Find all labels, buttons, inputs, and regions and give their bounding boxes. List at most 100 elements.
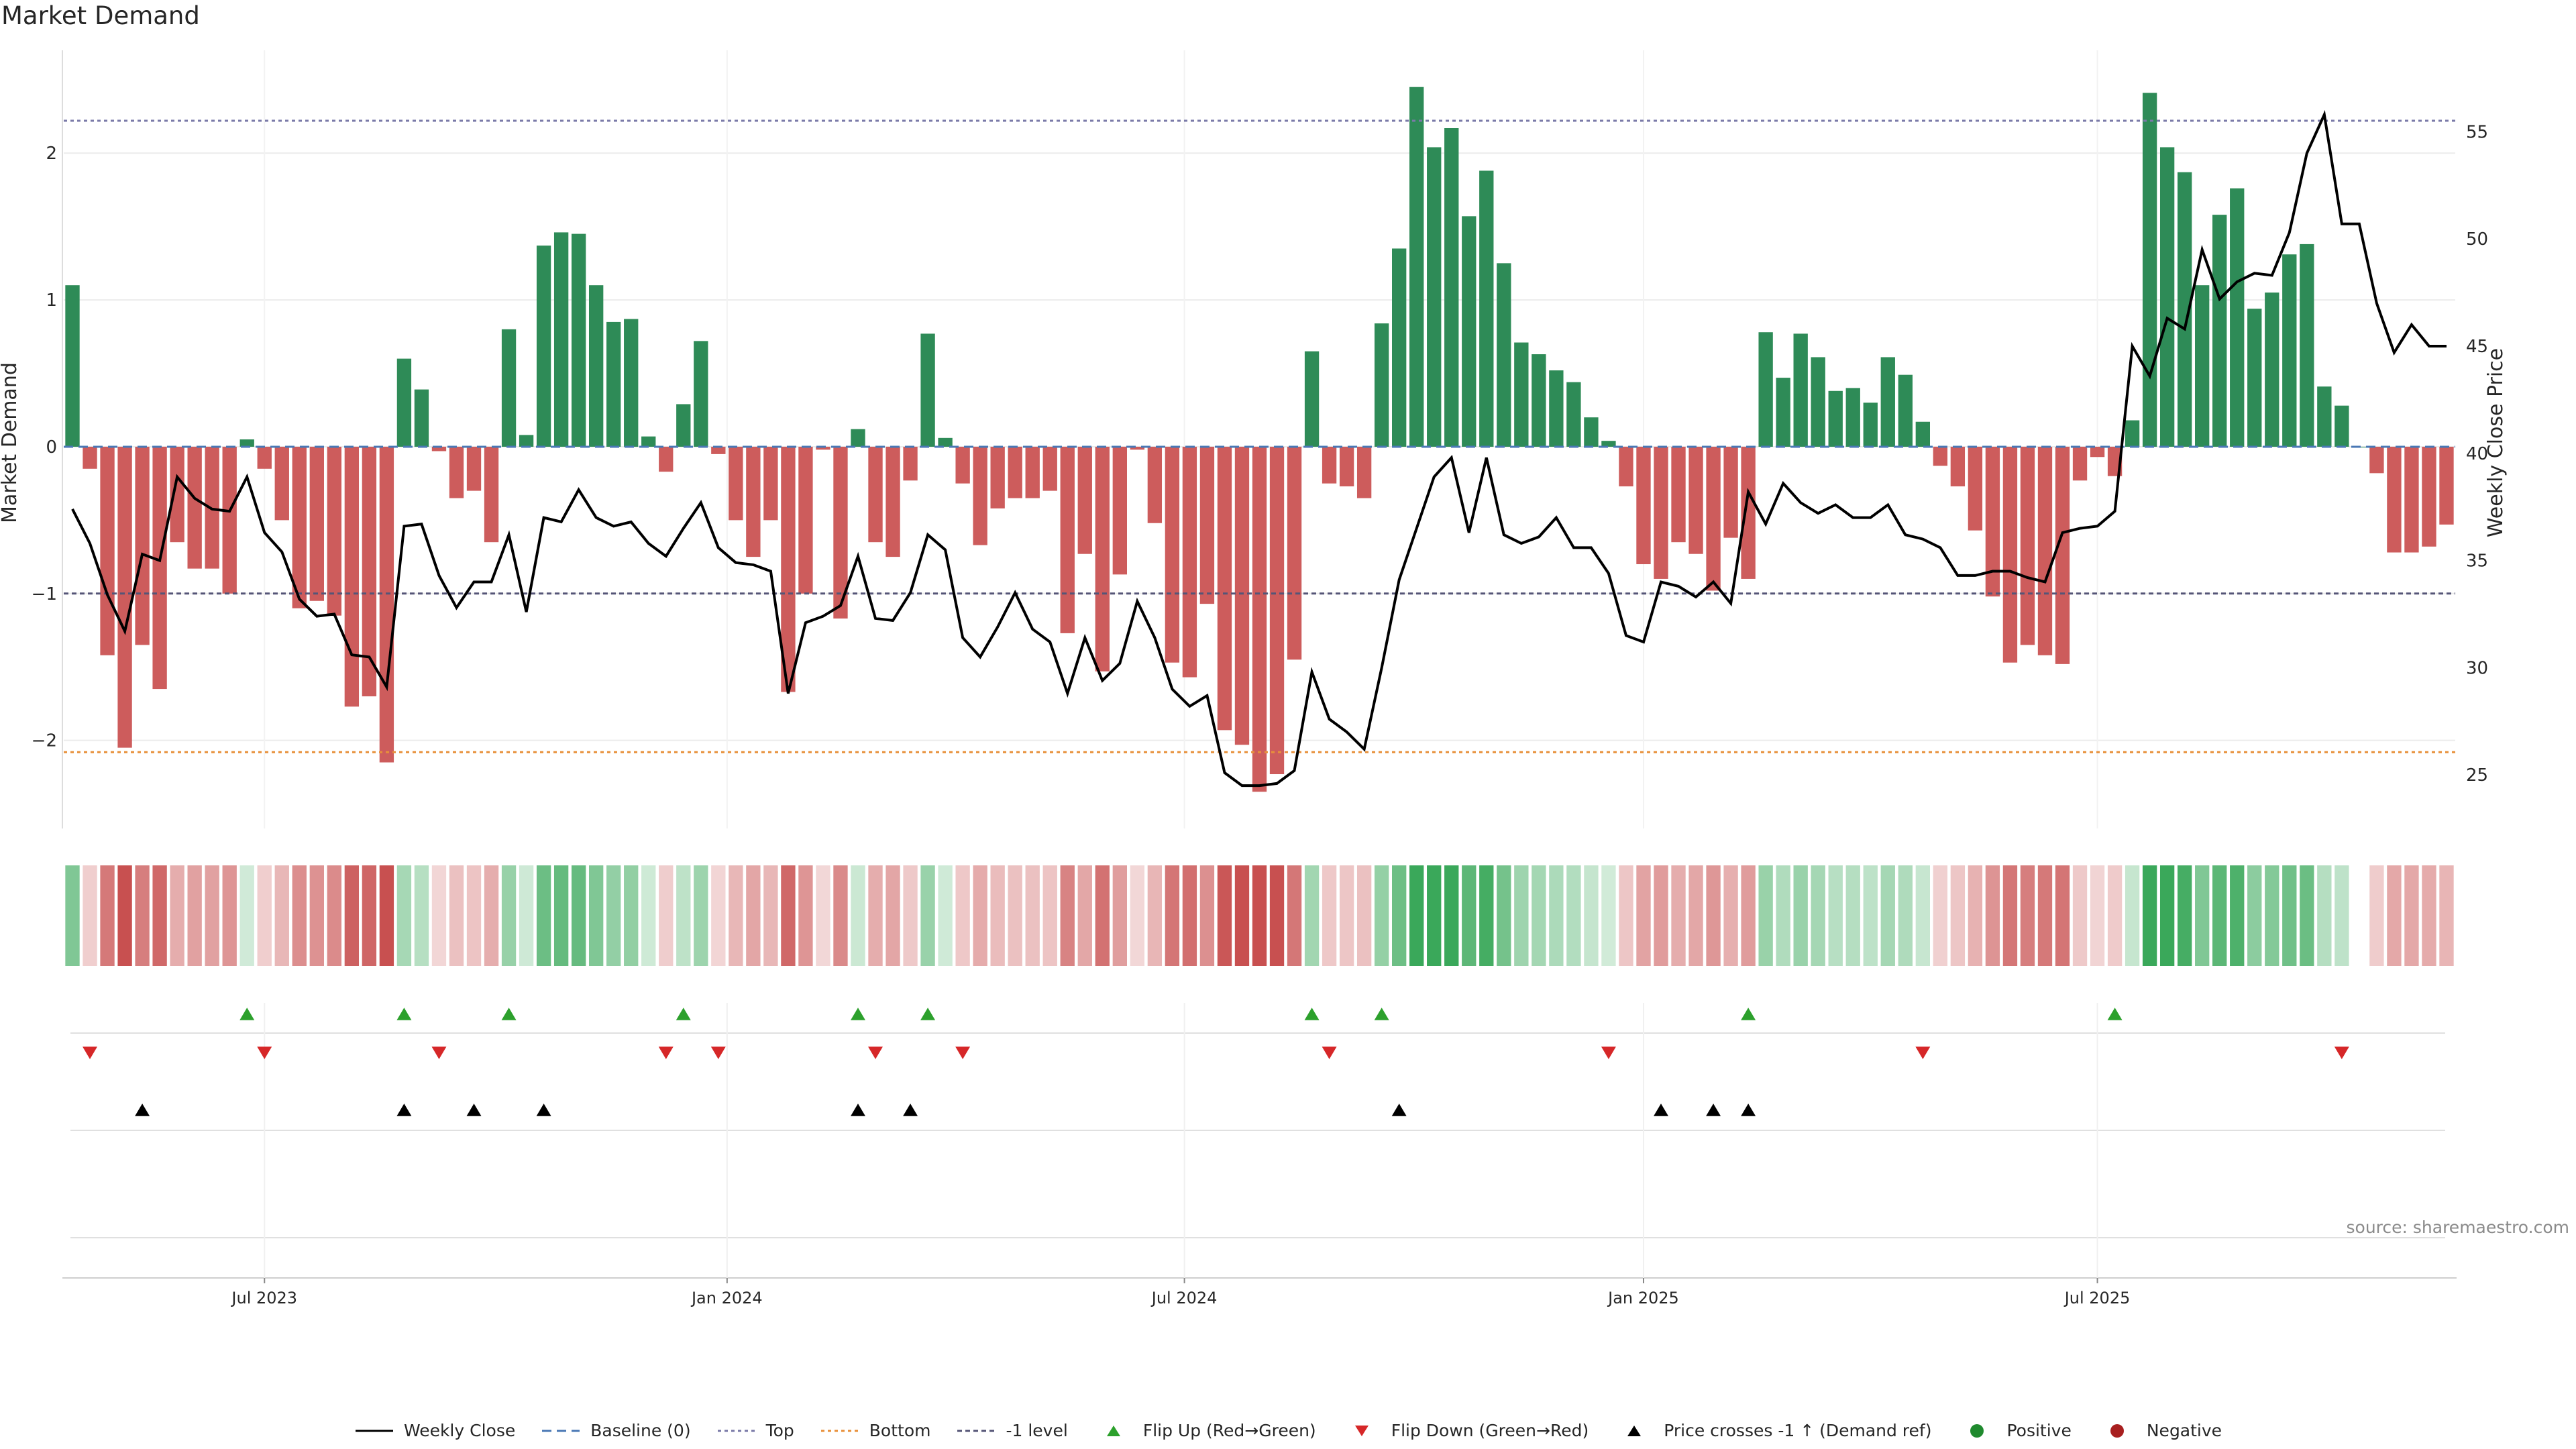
legend-item-minus1: -1 level bbox=[956, 1421, 1068, 1440]
demand-bar bbox=[1985, 446, 2000, 597]
demand-bar bbox=[1374, 323, 1389, 447]
heat-cell bbox=[1234, 865, 1250, 966]
heat-cell bbox=[1793, 865, 1808, 966]
demand-bar bbox=[1950, 446, 1966, 487]
y-tick-label: −1 bbox=[32, 584, 57, 604]
demand-bar bbox=[2072, 446, 2088, 481]
heat-cell bbox=[1758, 865, 1773, 966]
heat-cell bbox=[1915, 865, 1931, 966]
demand-bar bbox=[2334, 405, 2349, 447]
demand-bar bbox=[1706, 446, 1721, 591]
heat-cell bbox=[711, 865, 726, 966]
y-tick-label: 1 bbox=[46, 290, 57, 311]
heat-cell bbox=[833, 865, 848, 966]
demand-bar bbox=[2387, 446, 2402, 553]
heat-cell bbox=[1950, 865, 1966, 966]
demand-bar bbox=[571, 233, 586, 447]
demand-bar bbox=[763, 446, 778, 521]
legend-symbol-price bbox=[354, 1423, 394, 1439]
heat-cell bbox=[1130, 865, 1145, 966]
y-axis-label: Market Demand bbox=[0, 362, 21, 523]
heat-cell bbox=[798, 865, 813, 966]
demand-bar bbox=[2037, 446, 2053, 655]
heat-cell bbox=[1985, 865, 2000, 966]
flip-down-marker bbox=[83, 1046, 98, 1059]
legend-item-baseline: Baseline (0) bbox=[541, 1421, 691, 1440]
flip-down-marker bbox=[2334, 1046, 2349, 1059]
demand-bar bbox=[1112, 446, 1127, 575]
demand-bar bbox=[1130, 446, 1145, 450]
heat-cell bbox=[1077, 865, 1092, 966]
heat-cell bbox=[2422, 865, 2436, 966]
heat-cell bbox=[1199, 865, 1215, 966]
demand-bar bbox=[903, 446, 918, 481]
heat-cell bbox=[1776, 865, 1790, 966]
legend-symbol-cross bbox=[1614, 1423, 1654, 1439]
heat-cell bbox=[1863, 865, 1878, 966]
heat-cell bbox=[1671, 865, 1686, 966]
legend-symbol-minus1 bbox=[956, 1423, 996, 1439]
demand-bar bbox=[292, 446, 307, 608]
demand-bar bbox=[1776, 378, 1790, 447]
demand-bar bbox=[2230, 188, 2245, 447]
demand-bar bbox=[1008, 446, 1022, 498]
heat-cell bbox=[1811, 865, 1825, 966]
heat-cell bbox=[2265, 865, 2279, 966]
heat-cell bbox=[1165, 865, 1180, 966]
heat-cell bbox=[501, 865, 517, 966]
demand-bar bbox=[694, 341, 708, 447]
heat-cell bbox=[2300, 865, 2314, 966]
demand-bar bbox=[187, 446, 202, 569]
demand-bar bbox=[1584, 417, 1599, 447]
flip-up-marker bbox=[239, 1008, 255, 1020]
flip-up-marker bbox=[920, 1008, 936, 1020]
heat-cell bbox=[1427, 865, 1442, 966]
demand-bars bbox=[65, 87, 2454, 792]
demand-bar bbox=[536, 246, 551, 447]
demand-bar bbox=[1304, 351, 1320, 447]
price-cross-marker bbox=[396, 1104, 412, 1116]
demand-bar bbox=[1165, 446, 1180, 663]
heat-cell bbox=[65, 865, 80, 966]
heat-strip bbox=[65, 865, 2454, 966]
heat-cell bbox=[1933, 865, 1948, 966]
y2-axis-label: Weekly Close Price bbox=[2484, 348, 2508, 537]
demand-bar bbox=[1566, 382, 1581, 447]
heat-cell bbox=[274, 865, 289, 966]
demand-bar bbox=[1915, 421, 1931, 447]
legend-item-price: Weekly Close bbox=[354, 1421, 515, 1440]
demand-bar bbox=[1427, 147, 1442, 447]
reference-lines bbox=[64, 119, 2455, 753]
legend-symbol-flipup bbox=[1093, 1423, 1134, 1439]
heat-cell bbox=[1636, 865, 1651, 966]
heat-cell bbox=[920, 865, 935, 966]
heat-cell bbox=[1828, 865, 1843, 966]
demand-bar bbox=[1234, 446, 1250, 745]
demand-bar bbox=[816, 446, 830, 450]
legend-item-flipdown: Flip Down (Green→Red) bbox=[1342, 1421, 1589, 1440]
demand-bar bbox=[239, 439, 254, 447]
heat-cell bbox=[1356, 865, 1372, 966]
chart-title: Market Demand bbox=[1, 1, 200, 30]
demand-bar bbox=[414, 389, 429, 447]
y-tick-label: −2 bbox=[32, 731, 57, 751]
axes bbox=[62, 50, 2457, 1279]
demand-bar bbox=[553, 232, 569, 447]
demand-bar bbox=[833, 446, 848, 619]
y-tick-label: 0 bbox=[46, 437, 57, 458]
heat-cell bbox=[868, 865, 883, 966]
y-tick-label: 2 bbox=[46, 144, 57, 164]
demand-bar bbox=[1042, 446, 1057, 491]
price-cross-marker bbox=[1391, 1104, 1407, 1116]
demand-bar bbox=[362, 446, 377, 697]
price-cross-marker bbox=[1654, 1104, 1669, 1116]
demand-bar bbox=[2125, 420, 2140, 447]
demand-bar bbox=[2265, 292, 2279, 447]
heat-cell bbox=[2369, 865, 2384, 966]
legend-label: Top bbox=[765, 1421, 794, 1440]
heat-cell bbox=[588, 865, 604, 966]
demand-bar bbox=[1147, 446, 1163, 523]
legend-label: Flip Down (Green→Red) bbox=[1391, 1421, 1589, 1440]
demand-bar bbox=[2422, 446, 2436, 547]
heat-cell bbox=[763, 865, 778, 966]
